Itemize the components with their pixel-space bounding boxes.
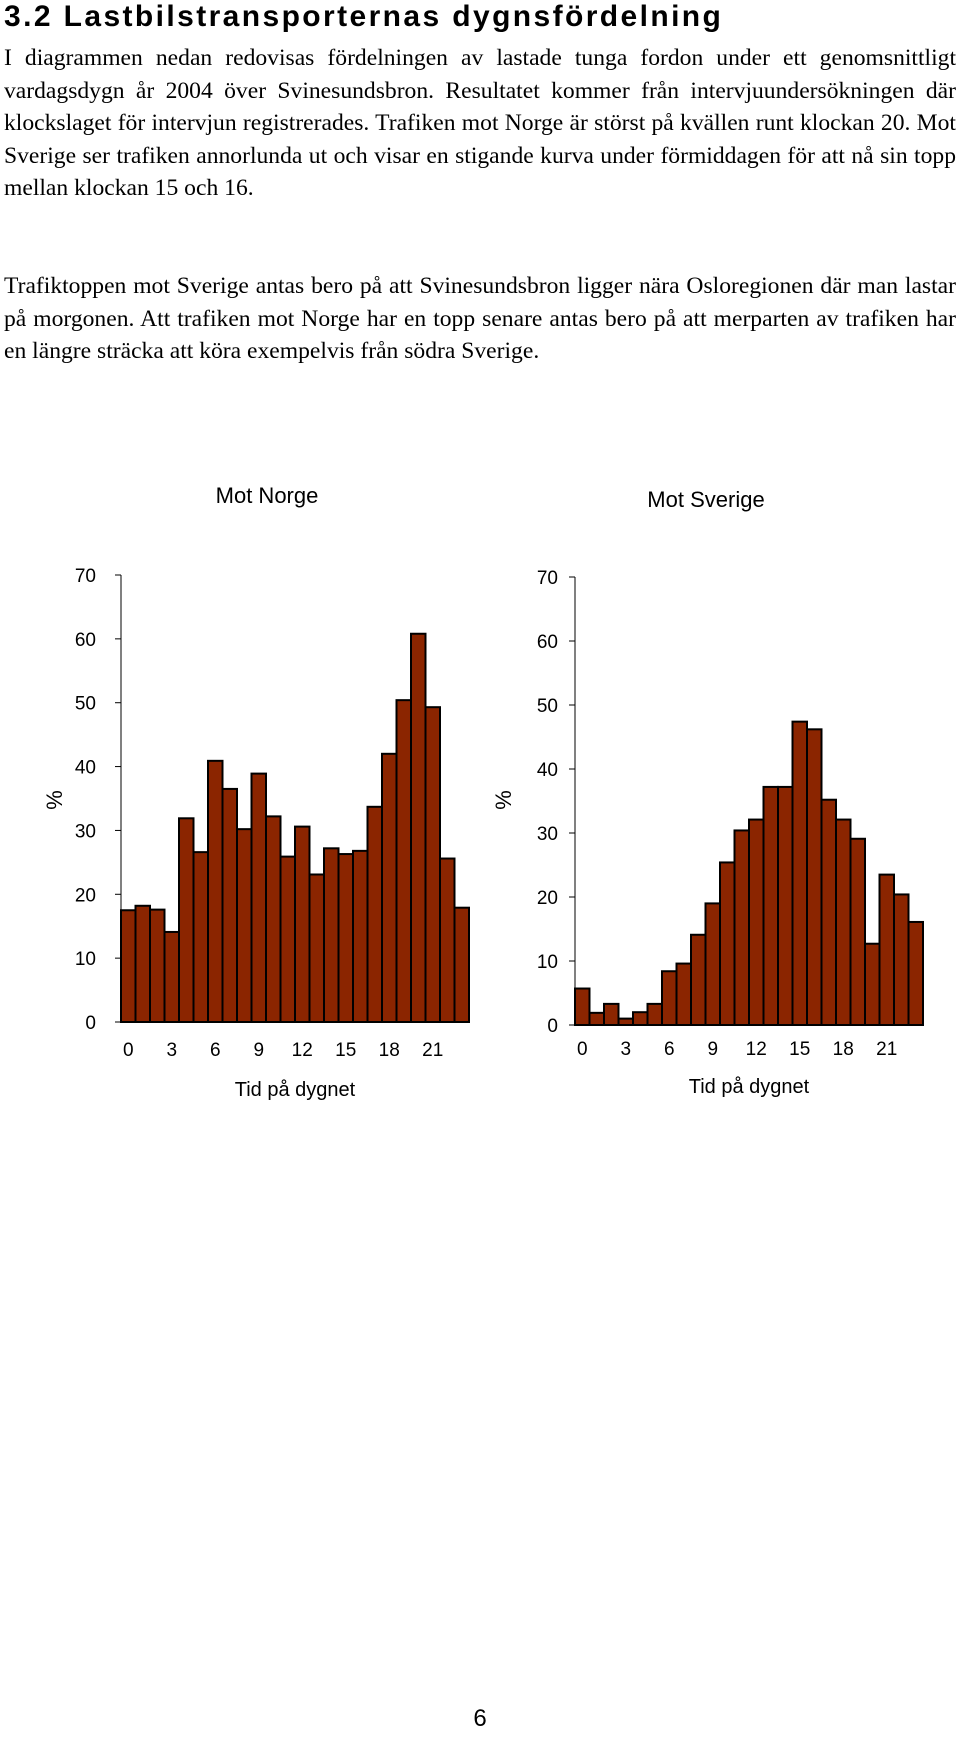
mot-sverige-bar-hour-19	[849, 837, 866, 1027]
mot-norge-bar-hour-18	[381, 752, 398, 1023]
mot-sverige-y-tick-label: 60	[537, 632, 558, 653]
mot-norge-y-tick-label: 70	[75, 566, 96, 587]
mot-sverige-x-tick-label: 12	[746, 1039, 767, 1060]
mot-sverige-bar-hour-0	[574, 987, 591, 1027]
mot-norge-x-tick-label: 12	[292, 1040, 313, 1061]
mot-sverige-bar-hour-6	[661, 970, 678, 1026]
mot-norge-bar-hour-16	[352, 849, 369, 1023]
mot-norge-x-tick-label: 0	[123, 1040, 134, 1061]
mot-sverige-y-tick-label: 50	[537, 696, 558, 717]
mot-sverige-y-tick-label: 20	[537, 888, 558, 909]
mot-sverige-bar-hour-21	[878, 873, 895, 1026]
mot-norge-x-tick-label: 3	[166, 1040, 177, 1061]
mot-norge-bar-hour-13	[308, 873, 325, 1023]
mot-sverige-x-tick-label: 9	[707, 1039, 718, 1060]
mot-sverige-bar-hour-20	[864, 942, 881, 1026]
mot-sverige-bar-hour-2	[603, 1002, 620, 1027]
mot-sverige-bar-hour-1	[588, 1011, 605, 1027]
mot-sverige-x-tick-label: 3	[620, 1039, 631, 1060]
mot-norge-y-tick-label: 20	[75, 885, 96, 906]
mot-sverige-chart-title: Mot Sverige	[647, 487, 764, 512]
mot-sverige-bar-hour-12	[748, 818, 765, 1026]
mot-sverige-bar-hour-14	[777, 785, 794, 1026]
mot-norge-y-tick-label: 60	[75, 630, 96, 651]
mot-norge-y-tick-label: 50	[75, 694, 96, 715]
mot-norge-bar-hour-10	[265, 815, 282, 1023]
mot-sverige-bar-hour-15	[791, 720, 808, 1026]
mot-sverige-y-tick-label: 40	[537, 760, 558, 781]
mot-norge-x-tick-label: 15	[335, 1040, 356, 1061]
mot-sverige-bar-hour-22	[893, 893, 910, 1026]
page-number: 6	[473, 1705, 487, 1732]
mot-norge-bar-hour-23	[453, 906, 470, 1024]
mot-norge-bar-hour-9	[250, 772, 267, 1023]
mot-norge-y-tick-label: 10	[75, 949, 96, 970]
mot-sverige-x-tick-label: 21	[876, 1039, 897, 1060]
mot-norge-y-tick-label: 30	[75, 821, 96, 842]
mot-norge-bar-hour-22	[439, 857, 456, 1023]
mot-norge-bar-hour-12	[294, 825, 311, 1024]
mot-norge-chart-title: Mot Norge	[216, 483, 319, 508]
mot-norge-bar-hour-2	[149, 908, 166, 1024]
mot-norge-x-tick-label: 18	[379, 1040, 400, 1061]
mot-sverige-bar-hour-17	[820, 798, 837, 1026]
mot-sverige-bar-hour-4	[632, 1011, 649, 1027]
mot-norge-bar-hour-1	[134, 904, 151, 1024]
mot-norge-bar-hour-8	[236, 828, 253, 1023]
mot-norge-bar-hour-6	[207, 759, 224, 1023]
mot-norge-y-tick-label: 40	[75, 758, 96, 779]
mot-norge-bar-hour-19	[395, 699, 412, 1023]
mot-norge-bar-hour-20	[410, 632, 427, 1024]
mot-sverige-y-tick-label: 70	[537, 568, 558, 589]
mot-norge-bar-hour-5	[192, 851, 209, 1024]
mot-norge-y-tick-label: 0	[85, 1013, 96, 1034]
mot-sverige-bar-hour-13	[762, 785, 779, 1026]
mot-norge-bar-hour-4	[178, 817, 195, 1023]
mot-norge-x-tick-label: 9	[253, 1040, 264, 1061]
mot-sverige-bar-hour-10	[719, 861, 736, 1026]
mot-sverige-bar-hour-5	[646, 1002, 663, 1027]
mot-norge-bar-hour-7	[221, 787, 238, 1024]
mot-norge-bar-hour-14	[323, 847, 340, 1024]
mot-sverige-y-axis-label: %	[491, 790, 516, 810]
mot-norge-bar-hour-11	[279, 855, 296, 1023]
mot-sverige-bar-hour-11	[733, 829, 750, 1026]
paragraph-explanation: Trafiktoppen mot Sverige antas bero på a…	[4, 273, 956, 364]
mot-sverige-bar-hour-23	[907, 920, 924, 1027]
mot-sverige-y-tick-label: 0	[547, 1016, 558, 1037]
mot-sverige-bar-hour-16	[806, 728, 823, 1026]
mot-sverige-bar-hour-9	[704, 902, 721, 1027]
mot-norge-bar-hour-15	[337, 853, 354, 1024]
paragraph-intro: I diagrammen nedan redovisas fördelninge…	[4, 45, 956, 201]
mot-norge-bar-hour-0	[120, 909, 137, 1023]
mot-sverige-x-tick-label: 15	[789, 1039, 810, 1060]
mot-norge-bar-hour-3	[163, 930, 180, 1023]
mot-norge-x-tick-label: 21	[422, 1040, 443, 1061]
mot-sverige-x-tick-label: 6	[664, 1039, 675, 1060]
section-heading: 3.2 Lastbilstransporternas dygnsfördelni…	[4, 0, 724, 33]
mot-norge-bar-hour-17	[366, 805, 383, 1024]
mot-sverige-bar-hour-7	[675, 962, 692, 1026]
mot-norge-x-axis-label: Tid på dygnet	[235, 1079, 356, 1101]
mot-sverige-x-tick-label: 18	[833, 1039, 854, 1060]
mot-sverige-bar-hour-18	[835, 818, 852, 1026]
mot-norge-y-axis-label: %	[42, 790, 67, 810]
mot-sverige-x-tick-label: 0	[577, 1039, 588, 1060]
mot-sverige-bar-hour-8	[690, 933, 707, 1027]
mot-sverige-y-tick-label: 10	[537, 952, 558, 973]
mot-norge-x-tick-label: 6	[210, 1040, 221, 1061]
mot-norge-bar-hour-21	[424, 706, 441, 1023]
mot-sverige-y-tick-label: 30	[537, 824, 558, 845]
mot-sverige-x-axis-label: Tid på dygnet	[689, 1076, 810, 1098]
